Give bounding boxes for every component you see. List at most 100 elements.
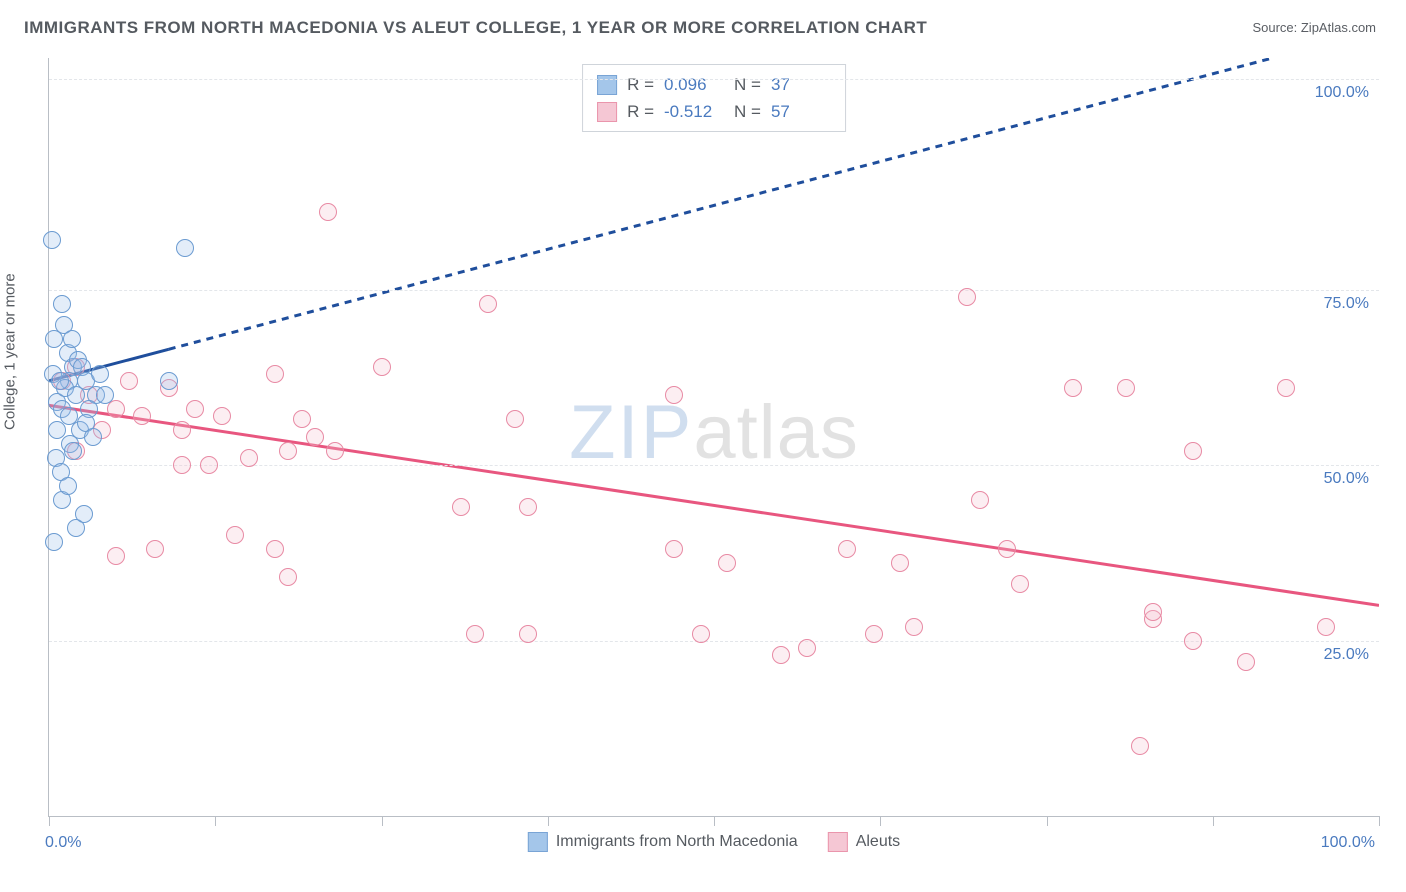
correlation-legend: R = 0.096 N = 37 R = -0.512 N = 57 xyxy=(582,64,846,132)
data-point-pink xyxy=(452,498,470,516)
data-point-pink xyxy=(891,554,909,572)
data-point-blue xyxy=(67,386,85,404)
y-tick-label: 50.0% xyxy=(1324,470,1369,488)
data-point-pink xyxy=(373,358,391,376)
r-label: R = xyxy=(627,98,654,125)
data-point-blue xyxy=(84,428,102,446)
data-point-pink xyxy=(519,498,537,516)
x-tick xyxy=(1047,816,1048,826)
r-label: R = xyxy=(627,71,654,98)
data-point-pink xyxy=(905,618,923,636)
swatch-blue-icon xyxy=(597,75,617,95)
source-attribution: Source: ZipAtlas.com xyxy=(1252,20,1376,35)
x-axis-label-left: 0.0% xyxy=(45,834,81,852)
data-point-pink xyxy=(173,456,191,474)
data-point-pink xyxy=(279,442,297,460)
x-tick xyxy=(1213,816,1214,826)
data-point-blue xyxy=(43,231,61,249)
n-value-pink: 57 xyxy=(771,98,831,125)
n-label: N = xyxy=(734,98,761,125)
data-point-pink xyxy=(293,410,311,428)
n-label: N = xyxy=(734,71,761,98)
data-point-blue xyxy=(160,372,178,390)
data-point-pink xyxy=(466,625,484,643)
data-point-pink xyxy=(798,639,816,657)
data-point-pink xyxy=(506,410,524,428)
x-tick xyxy=(880,816,881,826)
data-point-blue xyxy=(45,533,63,551)
swatch-blue-icon xyxy=(528,832,548,852)
data-point-pink xyxy=(1317,618,1335,636)
data-point-pink xyxy=(1184,632,1202,650)
x-tick xyxy=(714,816,715,826)
swatch-pink-icon xyxy=(597,102,617,122)
r-value-pink: -0.512 xyxy=(664,98,724,125)
data-point-pink xyxy=(226,526,244,544)
data-point-pink xyxy=(173,421,191,439)
data-point-pink xyxy=(133,407,151,425)
data-point-pink xyxy=(479,295,497,313)
data-point-pink xyxy=(186,400,204,418)
data-point-blue xyxy=(45,330,63,348)
gridline xyxy=(49,290,1379,291)
data-point-pink xyxy=(772,646,790,664)
data-point-pink xyxy=(1117,379,1135,397)
data-point-pink xyxy=(718,554,736,572)
data-point-pink xyxy=(971,491,989,509)
y-tick-label: 100.0% xyxy=(1315,84,1369,102)
y-tick-label: 25.0% xyxy=(1324,646,1369,664)
swatch-pink-icon xyxy=(828,832,848,852)
data-point-pink xyxy=(326,442,344,460)
data-point-pink xyxy=(865,625,883,643)
data-point-pink xyxy=(319,203,337,221)
data-point-pink xyxy=(1277,379,1295,397)
data-point-blue xyxy=(48,421,66,439)
data-point-pink xyxy=(1064,379,1082,397)
data-point-pink xyxy=(665,386,683,404)
series-legend: Immigrants from North Macedonia Aleuts xyxy=(528,832,900,852)
data-point-blue xyxy=(91,365,109,383)
data-point-pink xyxy=(107,547,125,565)
y-axis-label: College, 1 year or more xyxy=(2,273,19,430)
trend-line xyxy=(49,405,1379,605)
data-point-pink xyxy=(306,428,324,446)
legend-item-pink: Aleuts xyxy=(828,832,900,852)
trend-lines-layer xyxy=(49,58,1379,816)
data-point-pink xyxy=(1011,575,1029,593)
x-tick xyxy=(548,816,549,826)
data-point-blue xyxy=(75,505,93,523)
data-point-pink xyxy=(213,407,231,425)
data-point-pink xyxy=(1184,442,1202,460)
data-point-pink xyxy=(279,568,297,586)
data-point-pink xyxy=(146,540,164,558)
data-point-blue xyxy=(51,372,69,390)
gridline xyxy=(49,79,1379,80)
n-value-blue: 37 xyxy=(771,71,831,98)
data-point-blue xyxy=(63,330,81,348)
data-point-pink xyxy=(519,625,537,643)
x-tick xyxy=(1379,816,1380,826)
legend-row-blue: R = 0.096 N = 37 xyxy=(597,71,831,98)
y-tick-label: 75.0% xyxy=(1324,295,1369,313)
data-point-pink xyxy=(120,372,138,390)
gridline xyxy=(49,641,1379,642)
x-tick xyxy=(215,816,216,826)
x-axis-label-right: 100.0% xyxy=(1321,834,1375,852)
data-point-blue xyxy=(176,239,194,257)
x-tick xyxy=(382,816,383,826)
data-point-pink xyxy=(692,625,710,643)
data-point-pink xyxy=(1144,603,1162,621)
legend-row-pink: R = -0.512 N = 57 xyxy=(597,98,831,125)
data-point-pink xyxy=(1131,737,1149,755)
r-value-blue: 0.096 xyxy=(664,71,724,98)
data-point-pink xyxy=(838,540,856,558)
data-point-blue xyxy=(53,295,71,313)
watermark-atlas: atlas xyxy=(693,390,859,475)
data-point-pink xyxy=(240,449,258,467)
chart-title: IMMIGRANTS FROM NORTH MACEDONIA VS ALEUT… xyxy=(24,18,927,38)
data-point-pink xyxy=(266,365,284,383)
data-point-blue xyxy=(59,477,77,495)
data-point-pink xyxy=(665,540,683,558)
legend-item-blue: Immigrants from North Macedonia xyxy=(528,832,798,852)
x-tick xyxy=(49,816,50,826)
